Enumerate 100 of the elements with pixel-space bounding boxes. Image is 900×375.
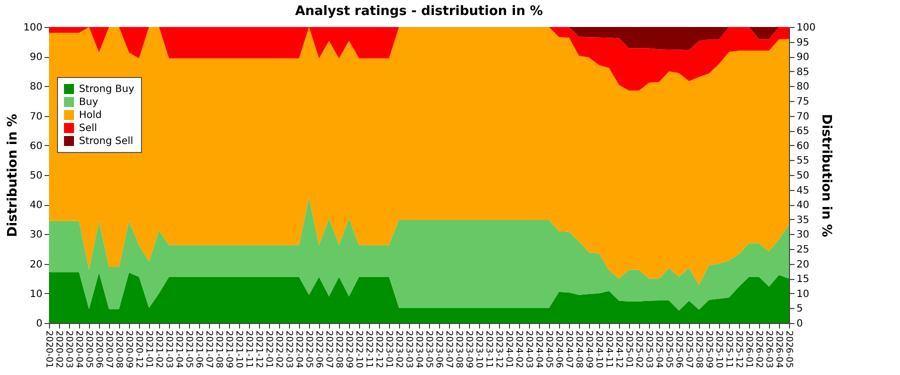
x-tick-label: 2021-12 [254, 330, 264, 368]
x-tick-label: 2026-03 [764, 330, 774, 368]
y2-tick-label: 25 [796, 244, 810, 256]
chart-title: Analyst ratings - distribution in % [295, 4, 543, 19]
x-tick-label: 2025-09 [704, 330, 714, 368]
x-tick-label: 2023-09 [464, 330, 474, 368]
x-tick-label: 2022-07 [324, 330, 334, 368]
x-tick-label: 2025-06 [674, 330, 684, 368]
x-tick-label: 2024-09 [584, 330, 594, 368]
y2-axis-title: Distribution in % [818, 114, 834, 238]
y2-tick-label: 5 [796, 304, 803, 315]
x-tick-label: 2023-10 [474, 330, 484, 368]
y-tick-label: 30 [30, 230, 42, 241]
x-tick-label: 2022-05 [304, 330, 314, 368]
x-tick-label: 2025-01 [624, 330, 634, 368]
x-tick-label: 2025-10 [714, 330, 724, 368]
x-tick-label: 2023-08 [454, 330, 464, 368]
y-tick-label: 70 [30, 111, 42, 122]
x-tick-label: 2025-12 [734, 330, 744, 368]
x-tick-label: 2023-05 [424, 330, 434, 368]
y2-tick-label: 75 [796, 96, 810, 108]
x-tick-label: 2025-03 [644, 330, 654, 368]
x-tick-label: 2021-06 [194, 330, 204, 368]
x-tick-label: 2022-02 [274, 330, 284, 368]
x-tick-label: 2021-10 [234, 330, 244, 368]
y2-tick-label: 10 [796, 288, 810, 300]
x-tick-label: 2020-03 [64, 330, 74, 368]
x-tick-label: 2022-03 [284, 330, 294, 368]
y2-tick-label: 20 [796, 259, 810, 270]
x-tick-label: 2021-11 [244, 330, 254, 368]
y2-tick-label: 100 [796, 22, 816, 34]
x-tick-label: 2020-05 [84, 330, 94, 368]
y-tick-label: 80 [30, 82, 42, 93]
y2-tick-label: 95 [796, 37, 810, 48]
x-tick-label: 2021-05 [184, 330, 194, 368]
y2-tick-label: 70 [796, 111, 810, 122]
x-tick-label: 2023-03 [404, 330, 414, 368]
x-tick-label: 2024-04 [534, 330, 544, 368]
y2-tick-label: 60 [796, 140, 810, 152]
y-tick-label: 90 [30, 52, 42, 64]
x-tick-label: 2026-04 [774, 330, 784, 368]
y-tick-label: 40 [30, 200, 42, 212]
x-tick-label: 2022-06 [314, 330, 324, 368]
x-tick-label: 2024-03 [524, 330, 534, 368]
x-tick-label: 2023-11 [484, 330, 494, 368]
x-tick-label: 2026-05 [784, 330, 794, 368]
x-tick-label: 2020-07 [104, 330, 114, 368]
x-tick-label: 2023-04 [414, 330, 424, 368]
x-tick-label: 2026-01 [744, 330, 754, 368]
y-tick-label: 10 [30, 288, 42, 300]
y-tick-label: 0 [36, 318, 42, 330]
x-tick-label: 2020-08 [114, 330, 124, 368]
x-tick-label: 2023-06 [434, 330, 444, 368]
x-tick-label: 2021-01 [144, 330, 154, 368]
y2-tick-label: 0 [796, 318, 803, 330]
x-tick-label: 2020-12 [134, 330, 144, 368]
x-tick-label: 2024-01 [504, 330, 514, 368]
x-tick-label: 2020-02 [54, 330, 64, 368]
x-tick-label: 2024-05 [544, 330, 554, 368]
x-tick-label: 2020-01 [44, 330, 54, 368]
x-tick-label: 2021-08 [214, 330, 224, 368]
y2-tick-label: 80 [796, 82, 810, 93]
x-tick-label: 2024-10 [594, 330, 604, 368]
x-tick-label: 2025-08 [694, 330, 704, 368]
x-tick-label: 2021-09 [224, 330, 234, 368]
y2-tick-label: 50 [796, 170, 810, 182]
x-tick-label: 2023-01 [384, 330, 394, 368]
x-tick-label: 2021-04 [174, 330, 184, 368]
x-tick-label: 2023-07 [444, 330, 454, 368]
x-tick-label: 2021-02 [154, 330, 164, 368]
x-tick-label: 2025-02 [634, 330, 644, 368]
legend-label: Strong Buy [79, 84, 134, 95]
x-tick-label: 2024-06 [554, 330, 564, 368]
x-tick-label: 2020-04 [74, 330, 84, 368]
legend-label: Hold [79, 110, 102, 121]
x-tick-label: 2024-07 [564, 330, 574, 368]
y-tick-label: 100 [23, 22, 42, 34]
legend-label: Strong Sell [79, 136, 134, 147]
y2-tick-label: 30 [796, 230, 810, 241]
y2-tick-label: 55 [796, 156, 810, 167]
x-tick-label: 2026-02 [754, 330, 764, 368]
x-tick-label: 2024-02 [514, 330, 524, 368]
x-tick-label: 2025-07 [684, 330, 694, 368]
y2-tick-label: 85 [796, 66, 810, 78]
y2-tick-label: 40 [796, 200, 810, 212]
y2-tick-label: 15 [796, 274, 810, 286]
x-tick-label: 2025-05 [664, 330, 674, 368]
x-tick-label: 2022-10 [354, 330, 364, 368]
y-tick-label: 60 [30, 140, 42, 152]
y2-tick-label: 65 [796, 126, 810, 138]
x-tick-label: 2021-07 [204, 330, 214, 368]
y2-tick-label: 35 [796, 214, 810, 226]
x-tick-label: 2022-09 [344, 330, 354, 368]
x-tick-label: 2024-11 [604, 330, 614, 368]
y-axis-title: Distribution in % [5, 114, 20, 238]
x-tick-label: 2022-12 [374, 330, 384, 368]
y-tick-label: 20 [30, 259, 42, 270]
x-tick-label: 2020-06 [94, 330, 104, 368]
x-tick-label: 2022-01 [264, 330, 274, 368]
x-tick-label: 2025-11 [724, 330, 734, 368]
